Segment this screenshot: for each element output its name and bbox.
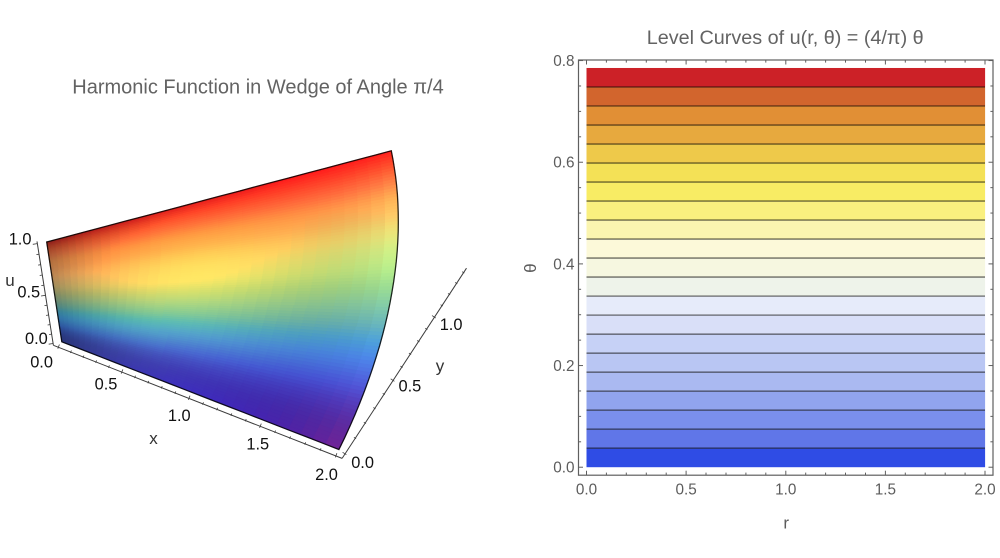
svg-text:0.5: 0.5: [17, 283, 40, 301]
svg-text:0.0: 0.0: [25, 330, 48, 348]
svg-text:0.6: 0.6: [553, 155, 574, 172]
svg-text:0.4: 0.4: [553, 256, 575, 273]
svg-text:2.0: 2.0: [315, 466, 338, 484]
svg-text:1.5: 1.5: [875, 482, 896, 499]
svg-text:0.0: 0.0: [30, 353, 53, 371]
svg-text:0.5: 0.5: [399, 378, 422, 396]
svg-text:θ: θ: [521, 263, 540, 272]
svg-text:u: u: [5, 271, 14, 290]
svg-text:r: r: [783, 513, 789, 532]
svg-text:0.0: 0.0: [553, 460, 574, 477]
svg-text:0.0: 0.0: [576, 482, 597, 499]
svg-text:Level Curves of u(r, θ) = (4/π: Level Curves of u(r, θ) = (4/π) θ: [647, 27, 924, 49]
svg-text:1.0: 1.0: [440, 316, 463, 334]
svg-text:1.5: 1.5: [246, 436, 269, 454]
svg-text:Harmonic Function in Wedge of: Harmonic Function in Wedge of Angle π/4: [72, 77, 443, 99]
svg-text:0.0: 0.0: [351, 454, 374, 472]
svg-text:y: y: [436, 357, 445, 376]
svg-text:0.2: 0.2: [553, 358, 574, 375]
svg-text:1.0: 1.0: [9, 231, 32, 249]
svg-text:1.0: 1.0: [775, 482, 796, 499]
svg-text:0.8: 0.8: [553, 53, 574, 70]
svg-text:x: x: [149, 429, 158, 448]
svg-text:0.5: 0.5: [675, 482, 696, 499]
svg-text:2.0: 2.0: [974, 482, 995, 499]
svg-text:0.5: 0.5: [95, 375, 118, 393]
svg-text:1.0: 1.0: [168, 407, 191, 425]
